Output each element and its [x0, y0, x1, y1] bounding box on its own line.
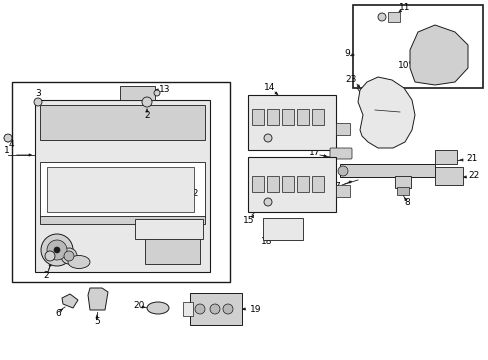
Circle shape	[4, 134, 12, 142]
Bar	[352, 5, 482, 88]
Bar	[40, 162, 204, 217]
Ellipse shape	[147, 302, 169, 314]
Circle shape	[209, 304, 220, 314]
Circle shape	[195, 304, 204, 314]
Text: 18: 18	[261, 237, 272, 246]
Circle shape	[337, 166, 347, 176]
Bar	[190, 293, 242, 325]
Text: 10: 10	[397, 62, 409, 71]
Circle shape	[45, 251, 55, 261]
Circle shape	[154, 90, 160, 96]
Bar	[434, 167, 462, 185]
Polygon shape	[357, 77, 414, 148]
Bar	[396, 187, 408, 195]
Bar	[335, 185, 349, 197]
Circle shape	[264, 198, 271, 206]
Circle shape	[142, 97, 152, 107]
Bar	[40, 105, 204, 140]
Bar	[251, 109, 264, 125]
Bar	[183, 302, 193, 316]
Bar	[247, 95, 335, 150]
Text: 11: 11	[398, 4, 410, 13]
Text: 17: 17	[308, 148, 320, 157]
Bar	[120, 86, 155, 100]
Bar	[266, 176, 279, 192]
Circle shape	[264, 134, 271, 142]
Bar	[434, 150, 456, 164]
Text: 9: 9	[344, 49, 349, 58]
Bar	[135, 219, 203, 239]
Text: 4: 4	[8, 140, 14, 149]
Text: 14: 14	[264, 84, 275, 93]
Text: 6: 6	[55, 309, 61, 318]
Bar	[311, 176, 324, 192]
Bar	[266, 109, 279, 125]
Bar	[282, 109, 293, 125]
Bar	[247, 157, 335, 212]
Bar	[35, 100, 209, 272]
Text: 22: 22	[467, 171, 478, 180]
Text: 20: 20	[133, 301, 144, 310]
Bar	[251, 176, 264, 192]
Bar	[12, 82, 229, 282]
Text: 12: 12	[188, 189, 199, 198]
Circle shape	[377, 13, 385, 21]
Bar	[145, 229, 200, 264]
Text: 15: 15	[243, 216, 254, 225]
Bar	[339, 164, 434, 177]
Bar	[282, 176, 293, 192]
Circle shape	[34, 98, 42, 106]
Circle shape	[64, 251, 74, 261]
Bar	[335, 123, 349, 135]
Circle shape	[47, 240, 67, 260]
Text: 19: 19	[249, 305, 261, 314]
Bar	[394, 176, 410, 188]
Circle shape	[223, 304, 232, 314]
Text: 23: 23	[345, 76, 356, 85]
Ellipse shape	[68, 256, 90, 269]
Bar	[296, 176, 308, 192]
Text: 8: 8	[403, 198, 409, 207]
Bar	[263, 218, 303, 240]
Bar	[387, 12, 399, 22]
Text: 7: 7	[333, 183, 339, 192]
Polygon shape	[62, 294, 78, 308]
Text: 2: 2	[43, 270, 49, 279]
Text: 16: 16	[250, 194, 261, 203]
Bar	[40, 216, 204, 224]
Text: 21: 21	[465, 154, 476, 163]
Text: 3: 3	[35, 89, 41, 98]
Polygon shape	[88, 288, 108, 310]
Text: 5: 5	[94, 316, 100, 325]
Text: 1: 1	[4, 147, 10, 156]
Text: 16: 16	[250, 132, 261, 141]
Polygon shape	[409, 25, 467, 85]
Bar	[296, 109, 308, 125]
Bar	[47, 167, 194, 212]
Circle shape	[54, 247, 60, 253]
FancyBboxPatch shape	[329, 148, 351, 159]
Circle shape	[41, 234, 73, 266]
Text: 2: 2	[144, 112, 149, 121]
Text: 13: 13	[159, 85, 170, 94]
Bar	[311, 109, 324, 125]
Circle shape	[61, 248, 77, 264]
